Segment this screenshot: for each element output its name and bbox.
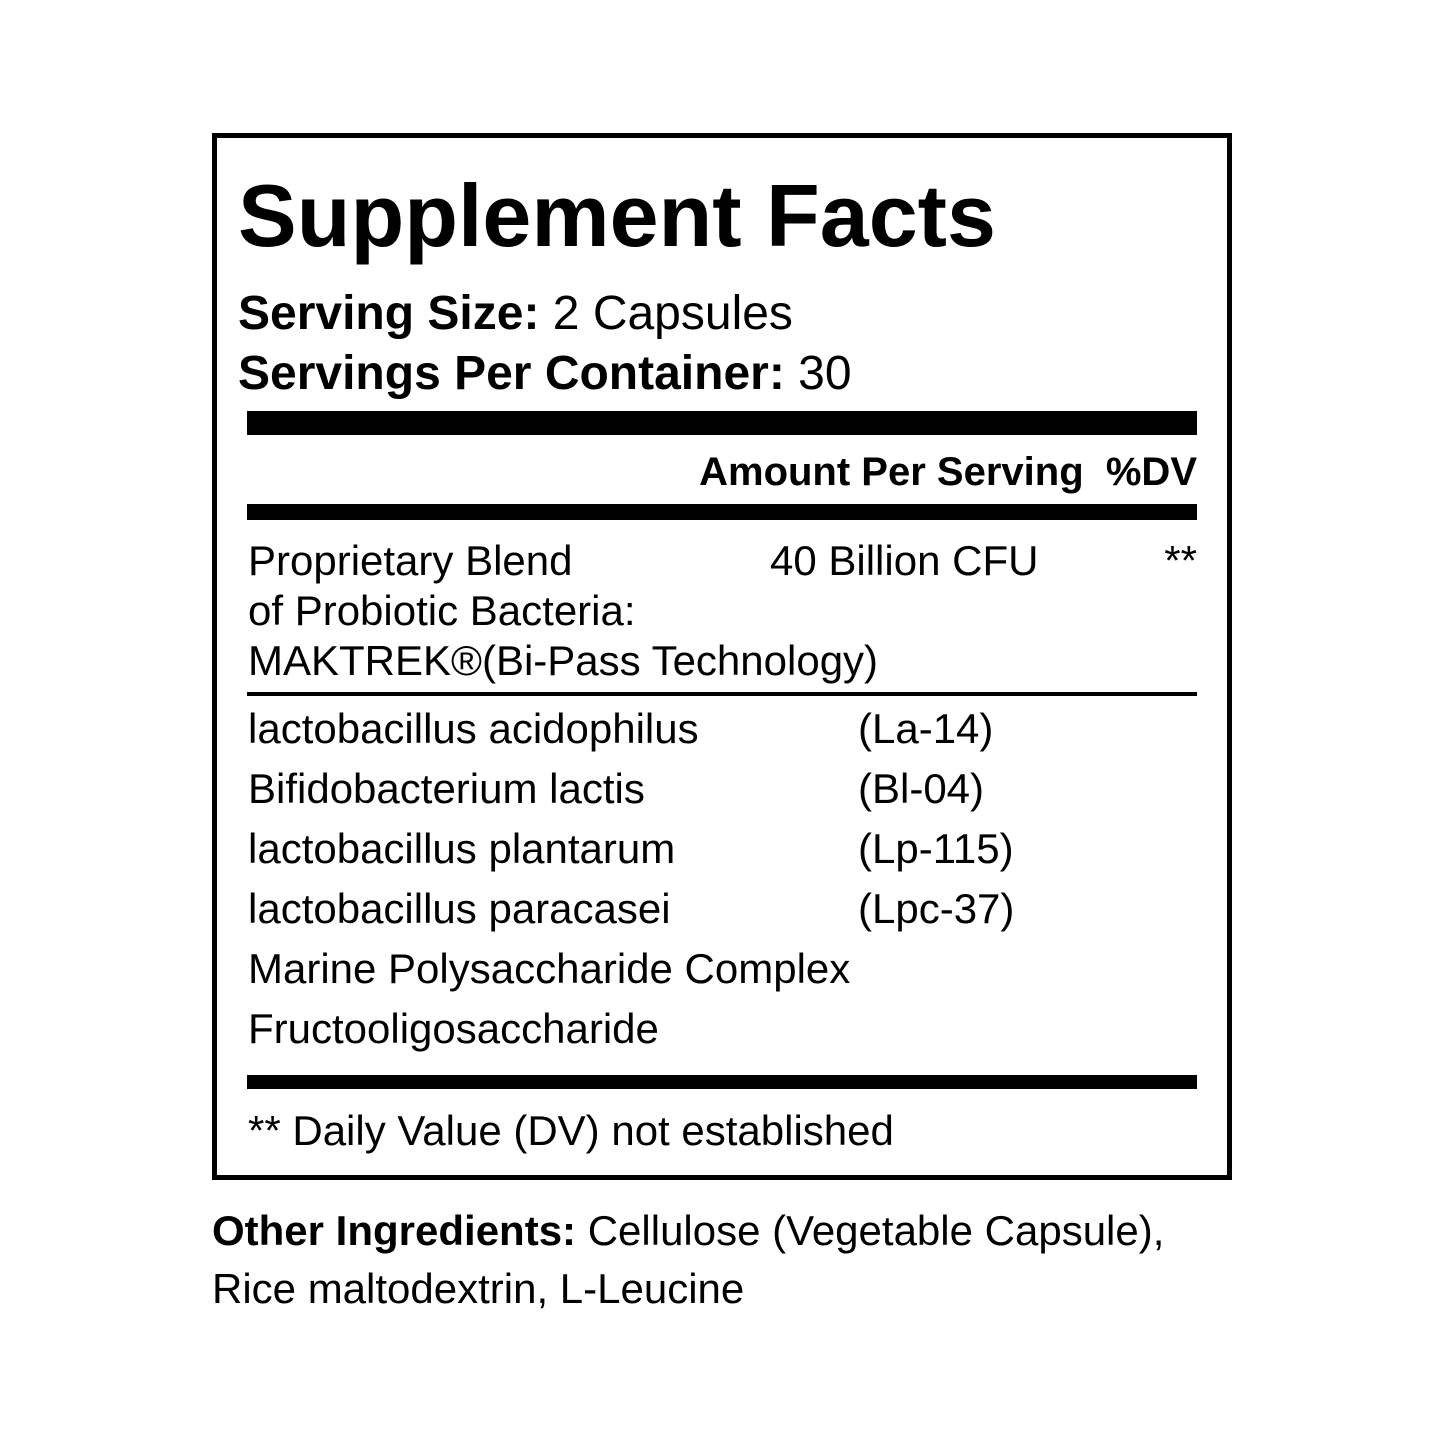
ingredient-name: Fructooligosaccharide xyxy=(248,1005,659,1052)
label: Other Ingredients: xyxy=(212,1207,577,1254)
blend-line: Proprietary Blend xyxy=(248,537,573,584)
label: Servings Per Container: xyxy=(238,347,785,400)
divider xyxy=(247,692,1197,696)
divider xyxy=(247,1075,1197,1089)
label-box xyxy=(212,133,1232,1180)
ingredient-strain: (Lp-115) xyxy=(858,825,1014,872)
ingredient-strain: (Bl-04) xyxy=(858,765,985,812)
value: 30 xyxy=(798,347,852,400)
value: Cellulose (Vegetable Capsule), xyxy=(587,1207,1165,1254)
value: 2 Capsules xyxy=(552,287,793,340)
dv-header: %DV xyxy=(1105,450,1197,494)
ingredient-name: lactobacillus paracasei xyxy=(248,885,671,932)
amount-header: Amount Per Serving xyxy=(699,450,1084,494)
ingredient-name: lactobacillus acidophilus xyxy=(248,705,699,752)
column-header: Amount Per Serving %DV xyxy=(699,452,1197,492)
divider xyxy=(247,411,1197,435)
other-ingredients: Other Ingredients: Cellulose (Vegetable … xyxy=(212,1210,1164,1252)
ingredient-strain: (Lpc-37) xyxy=(858,885,1015,932)
other-ingredients-line: Rice maltodextrin, L-Leucine xyxy=(212,1265,745,1312)
title: Supplement Facts xyxy=(238,166,996,265)
servings-per-container: Servings Per Container: 30 xyxy=(238,350,852,398)
blend-line: MAKTREK®(Bi-Pass Technology) xyxy=(248,637,879,684)
ingredient-name: lactobacillus plantarum xyxy=(248,825,676,872)
blend-amount: 40 Billion CFU xyxy=(770,537,1039,584)
footnote: ** Daily Value (DV) not established xyxy=(248,1107,894,1154)
ingredient-name: Marine Polysaccharide Complex xyxy=(248,945,851,992)
blend-line: of Probiotic Bacteria: xyxy=(248,587,636,634)
blend-dv: ** xyxy=(1164,537,1197,584)
divider xyxy=(247,504,1197,520)
label: Serving Size: xyxy=(238,287,540,340)
ingredient-strain: (La-14) xyxy=(858,705,994,752)
serving-size: Serving Size: 2 Capsules xyxy=(238,290,793,338)
ingredient-name: Bifidobacterium lactis xyxy=(248,765,645,812)
